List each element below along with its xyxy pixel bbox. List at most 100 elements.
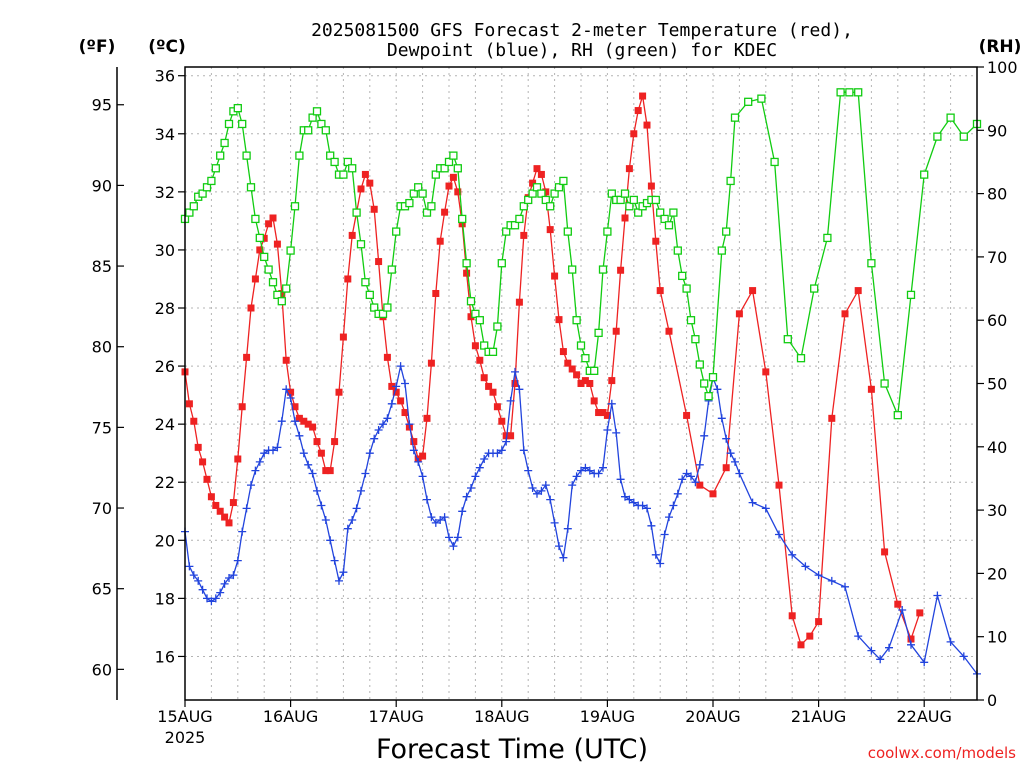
rh-point xyxy=(660,214,669,224)
rh-point xyxy=(880,379,889,388)
rh-point xyxy=(198,189,207,198)
temperature-point xyxy=(894,600,902,608)
temperature-point xyxy=(815,618,823,626)
dewpoint-point xyxy=(343,524,352,533)
rh-point xyxy=(365,290,374,300)
rh-point xyxy=(700,379,709,388)
temperature-point xyxy=(221,513,229,521)
dewpoint-point xyxy=(365,449,374,458)
temperature-point xyxy=(436,237,444,245)
temperature-point xyxy=(643,121,651,129)
temperature-point xyxy=(401,409,409,417)
dewpoint-point xyxy=(519,446,528,455)
rh-point xyxy=(211,164,220,173)
dewpoint-point xyxy=(308,469,317,478)
dewpoint-point xyxy=(691,478,700,487)
rh-point xyxy=(691,335,700,344)
dewpoint-point xyxy=(198,585,207,594)
dewpoint-point xyxy=(524,466,533,475)
dewpoint-point xyxy=(291,417,299,426)
temperature-point xyxy=(595,409,603,417)
dewpoint-point xyxy=(229,571,238,580)
dewpoint-point xyxy=(260,449,269,458)
rh-point xyxy=(770,157,779,167)
rh-point xyxy=(488,347,498,357)
temperature-point xyxy=(841,310,849,318)
rh-point xyxy=(629,195,638,205)
temperature-point xyxy=(388,382,396,390)
rh-tick-label: 60 xyxy=(987,311,1007,330)
rh-point xyxy=(260,252,269,262)
rh-point xyxy=(704,392,713,401)
dewpoint-point xyxy=(559,553,568,562)
rh-tick-label: 70 xyxy=(987,248,1007,267)
rh-point xyxy=(282,284,291,293)
rh-point xyxy=(854,88,863,97)
credit-label: coolwx.com/models xyxy=(868,744,1016,762)
rh-point xyxy=(497,259,506,268)
fahrenheit-tick-label: 95 xyxy=(92,96,112,115)
rh-point xyxy=(810,284,819,293)
dewpoint-point xyxy=(612,428,621,437)
dewpoint-point xyxy=(335,576,343,585)
temperature-point xyxy=(471,342,479,350)
temperature-point xyxy=(603,411,611,419)
x-axis-label: Forecast Time (UTC) xyxy=(376,734,648,765)
temperature-point xyxy=(617,266,625,274)
fahrenheit-tick-label: 85 xyxy=(92,257,112,276)
rh-point xyxy=(590,366,599,375)
dewpoint-point xyxy=(233,556,242,565)
temperature-point xyxy=(656,287,664,295)
rh-point xyxy=(796,354,806,363)
x-tick-year-label: 2025 xyxy=(165,728,206,747)
dewpoint-point xyxy=(568,481,577,490)
dewpoint-point xyxy=(216,588,225,597)
rh-point xyxy=(722,227,731,236)
temperature-point xyxy=(207,493,215,501)
rh-point xyxy=(515,214,524,224)
dewpoint-point xyxy=(933,591,942,600)
temperature-point xyxy=(295,414,303,422)
dewpoint-point xyxy=(207,597,216,606)
rh-point xyxy=(387,265,396,274)
dewpoint-point xyxy=(673,489,682,498)
dewpoint-point xyxy=(621,492,629,501)
rh-point xyxy=(783,335,792,344)
dewpoint-point xyxy=(581,463,590,472)
x-tick-label: 16AUG xyxy=(263,707,318,726)
rh-point xyxy=(625,202,634,211)
celsius-tick-label: 16 xyxy=(155,647,175,666)
dewpoint-point xyxy=(396,362,405,371)
rh-point xyxy=(669,208,678,217)
series-dew xyxy=(181,362,981,678)
dewpoint-point xyxy=(647,521,656,530)
dewpoint-point xyxy=(731,457,739,466)
dewpoint-point xyxy=(317,501,326,510)
dewpoint-point xyxy=(506,396,515,405)
rh-point xyxy=(546,202,555,211)
dewpoint-point xyxy=(414,457,423,466)
rh-point xyxy=(431,170,440,179)
temperature-point xyxy=(621,214,629,222)
dewpoint-point xyxy=(423,495,431,504)
rh-point xyxy=(726,176,735,186)
temperature-point xyxy=(392,388,400,396)
temperature-point xyxy=(581,377,589,385)
rh-tick-label: 0 xyxy=(987,691,997,710)
temperature-point xyxy=(251,275,259,283)
rh-point xyxy=(603,227,612,236)
temperature-point xyxy=(225,519,233,527)
temperature-point xyxy=(427,359,435,367)
dewpoint-point xyxy=(682,469,691,478)
dewpoint-point xyxy=(594,469,603,478)
dewpoint-point xyxy=(563,524,572,533)
rh-point xyxy=(405,198,414,208)
temperature-point xyxy=(326,467,334,475)
celsius-tick-label: 30 xyxy=(155,241,175,260)
temperature-point xyxy=(194,443,202,451)
rh-point xyxy=(352,208,361,217)
rh-point xyxy=(440,164,449,173)
temperature-point xyxy=(590,397,598,405)
temperature-point xyxy=(797,641,805,649)
temperature-point xyxy=(788,612,796,620)
